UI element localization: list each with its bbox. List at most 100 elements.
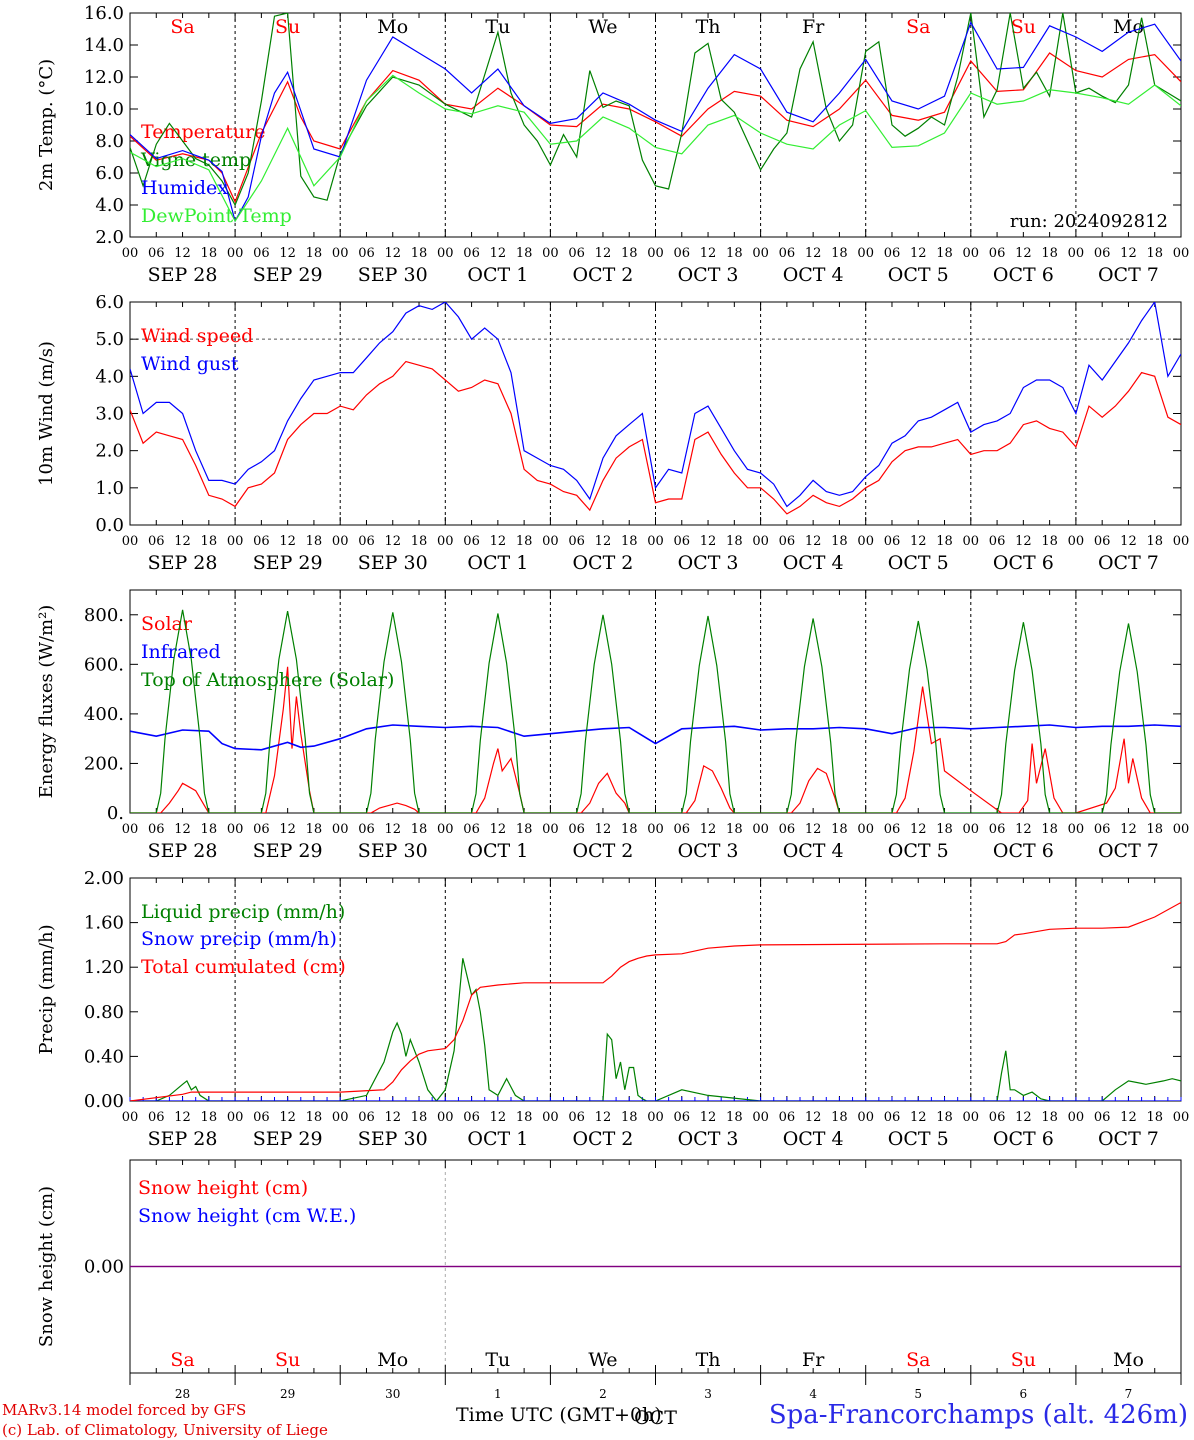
hour-tick-label: 12	[700, 534, 717, 549]
legend-entry: Snow height (cm)	[138, 1177, 308, 1199]
y-tick-label: 2.0	[95, 227, 124, 248]
hour-tick-label: 00	[1173, 534, 1190, 549]
day-label: SEP 28	[148, 1128, 218, 1150]
station-name: Spa-Francorchamps (alt. 426m)	[768, 1400, 1188, 1430]
day-label: OCT 4	[783, 264, 844, 286]
legend-entry: Infrared	[141, 641, 221, 663]
day-number-label: 1	[494, 1387, 502, 1401]
hour-tick-label: 12	[279, 1110, 296, 1125]
hour-tick-label: 06	[989, 822, 1006, 837]
day-label: SEP 28	[148, 840, 218, 862]
y-tick-label: 1.20	[84, 957, 124, 978]
hour-tick-label: 00	[227, 1110, 244, 1125]
day-label: OCT 4	[783, 840, 844, 862]
hour-tick-label: 18	[831, 822, 848, 837]
day-label: OCT 6	[993, 264, 1054, 286]
hour-tick-label: 00	[647, 246, 664, 261]
weekday-label: Sa	[906, 1349, 930, 1371]
day-label: SEP 30	[358, 840, 428, 862]
hour-tick-label: 18	[831, 534, 848, 549]
month-label: OCT	[634, 1407, 677, 1429]
hour-tick-label: 12	[1015, 534, 1032, 549]
hour-tick-label: 18	[201, 246, 218, 261]
day-label: SEP 29	[253, 1128, 323, 1150]
hour-tick-label: 12	[490, 246, 507, 261]
y-tick-label: 3.0	[95, 404, 124, 425]
hour-tick-label: 18	[726, 822, 743, 837]
hour-tick-label: 18	[726, 534, 743, 549]
weekday-label: Fr	[802, 16, 825, 38]
hour-tick-label: 00	[1068, 822, 1085, 837]
legend-entry: Humidex	[141, 177, 228, 199]
hour-tick-label: 12	[1120, 1110, 1137, 1125]
legend-entry: Snow height (cm W.E.)	[138, 1205, 356, 1227]
day-label: OCT 3	[678, 552, 739, 574]
hour-tick-label: 18	[936, 534, 953, 549]
hour-tick-label: 06	[989, 246, 1006, 261]
hour-tick-label: 12	[700, 822, 717, 837]
hour-tick-label: 12	[1015, 822, 1032, 837]
y-tick-label: 0.40	[84, 1046, 124, 1067]
y-tick-label: 1.60	[84, 913, 124, 934]
hour-tick-label: 18	[1041, 534, 1058, 549]
hour-tick-label: 18	[411, 1110, 428, 1125]
series-line-total-cumulated-cm-	[130, 901, 1181, 1101]
lab-credit: (c) Lab. of Climatology, University of L…	[2, 1421, 328, 1439]
hour-tick-label: 18	[831, 1110, 848, 1125]
hour-tick-label: 00	[227, 822, 244, 837]
weekday-label: Sa	[170, 1349, 194, 1371]
y-tick-label: 2.0	[95, 441, 124, 462]
weekday-label: Su	[1011, 1349, 1036, 1371]
hour-tick-label: 18	[621, 822, 638, 837]
day-label: OCT 5	[888, 1128, 949, 1150]
hour-tick-label: 06	[568, 246, 585, 261]
hour-tick-label: 18	[1041, 246, 1058, 261]
hour-tick-label: 06	[1094, 1110, 1111, 1125]
day-label: OCT 2	[572, 840, 633, 862]
hour-tick-label: 18	[201, 534, 218, 549]
time-axis-label: Time UTC (GMT+0h)	[456, 1404, 662, 1426]
day-label: OCT 2	[572, 552, 633, 574]
legend-entry: Wind gust	[141, 353, 239, 375]
hour-tick-label: 00	[1173, 1110, 1190, 1125]
day-label: OCT 3	[678, 1128, 739, 1150]
y-tick-label: 200.	[84, 753, 124, 774]
run-label: run: 2024092812	[1010, 211, 1168, 232]
model-credit: MARv3.14 model forced by GFS	[2, 1401, 247, 1419]
hour-tick-label: 18	[1146, 822, 1163, 837]
hour-tick-label: 00	[857, 534, 874, 549]
hour-tick-label: 18	[1041, 1110, 1058, 1125]
hour-tick-label: 18	[936, 1110, 953, 1125]
hour-tick-label: 12	[910, 534, 927, 549]
hour-tick-label: 18	[201, 822, 218, 837]
hour-tick-label: 06	[1094, 246, 1111, 261]
hour-tick-label: 06	[674, 246, 691, 261]
y-axis-title: Snow height (cm)	[36, 1186, 57, 1347]
hour-tick-label: 12	[700, 1110, 717, 1125]
hour-tick-label: 12	[174, 822, 191, 837]
legend-entry: Solar	[141, 613, 193, 635]
hour-tick-label: 12	[279, 534, 296, 549]
hour-tick-label: 00	[542, 1110, 559, 1125]
day-label: OCT 7	[1098, 264, 1159, 286]
legend-entry: Total cumulated (cm)	[141, 956, 346, 978]
y-tick-label: 1.0	[95, 478, 124, 499]
day-label: OCT 2	[572, 264, 633, 286]
hour-tick-label: 00	[857, 1110, 874, 1125]
hour-tick-label: 06	[779, 1110, 796, 1125]
hour-tick-label: 00	[647, 534, 664, 549]
hour-tick-label: 00	[1173, 822, 1190, 837]
legend-entry: Top of Atmosphere (Solar)	[141, 669, 394, 691]
weekday-label: Su	[275, 1349, 300, 1371]
legend-entry: Snow precip (mm/h)	[141, 928, 337, 950]
hour-tick-label: 06	[989, 534, 1006, 549]
hour-tick-label: 06	[779, 822, 796, 837]
y-tick-label: 2.00	[84, 868, 124, 889]
y-tick-label: 5.0	[95, 329, 124, 350]
hour-tick-label: 06	[568, 534, 585, 549]
hour-tick-label: 18	[726, 1110, 743, 1125]
hour-tick-label: 00	[122, 822, 139, 837]
day-label: SEP 28	[148, 264, 218, 286]
panel-3: 0. 200. 400. 600. 800. Energy fluxes (W/m²) 00…	[36, 589, 1190, 862]
